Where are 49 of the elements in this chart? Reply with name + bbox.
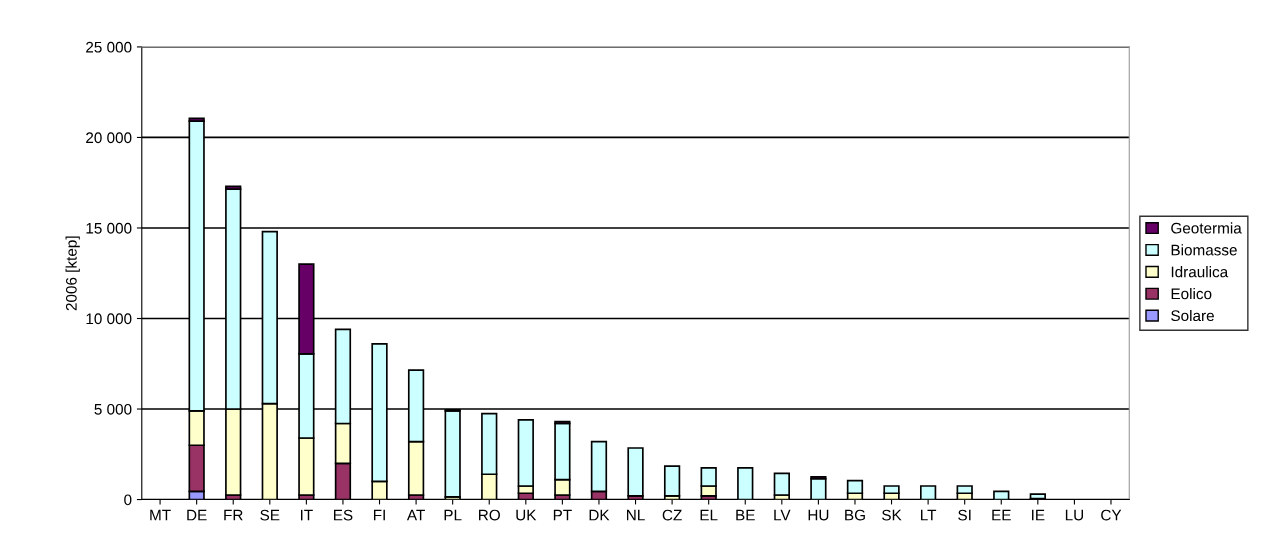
- x-tick-label: SE: [260, 509, 280, 521]
- x-tick-label: PL: [444, 509, 462, 521]
- x-tick-label: SI: [958, 509, 971, 521]
- y-tick-label: 10 000: [86, 313, 132, 325]
- legend-label: Eolico: [1171, 288, 1212, 300]
- x-tick-label: LU: [1065, 509, 1083, 521]
- bar: [810, 477, 827, 500]
- bar: [846, 479, 864, 495]
- bar: [919, 485, 937, 500]
- y-tick-label: 15 000: [86, 222, 132, 234]
- y-tick-label: 5 000: [94, 403, 132, 415]
- x-tick-label: LT: [921, 509, 937, 521]
- x-tick-label: HU: [808, 509, 829, 521]
- legend-label: Idraulica: [1171, 266, 1229, 278]
- x-tick-label: UK: [516, 509, 537, 521]
- y-tick-label: 20 000: [86, 132, 132, 144]
- x-tick-label: IE: [1032, 509, 1045, 521]
- bar: [444, 410, 461, 498]
- x-tick-label: CZ: [662, 509, 682, 521]
- x-tick-label: ES: [334, 509, 353, 521]
- legend-label: Biomasse: [1171, 244, 1237, 256]
- x-tick-label: IT: [300, 509, 313, 521]
- x-tick-label: FR: [224, 509, 243, 521]
- bar: [773, 472, 790, 496]
- x-tick-label: AT: [406, 509, 425, 521]
- bar: [956, 485, 973, 495]
- x-tick-label: EL: [700, 509, 718, 521]
- x-tick-label: PT: [553, 509, 572, 521]
- bar: [627, 447, 644, 497]
- x-tick-label: NL: [627, 509, 645, 521]
- x-tick-label: LV: [774, 509, 791, 521]
- x-tick-label: BE: [736, 509, 755, 521]
- y-tick-label: 0: [124, 494, 132, 506]
- bar: [883, 485, 900, 495]
- legend-label: Geotermia: [1171, 222, 1242, 234]
- x-tick-label: DE: [187, 509, 207, 521]
- y-axis-title: 2006 [ktep]: [65, 236, 80, 311]
- bar: [737, 467, 754, 500]
- x-tick-label: DK: [589, 509, 610, 521]
- x-tick-label: FI: [373, 509, 385, 521]
- x-tick-label: RO: [479, 509, 500, 521]
- bar: [663, 465, 681, 497]
- x-tick-label: MT: [150, 509, 171, 521]
- x-tick-label: EE: [992, 509, 1011, 521]
- x-tick-label: CY: [1101, 509, 1122, 521]
- x-tick-label: BG: [845, 509, 865, 521]
- x-tick-label: SK: [882, 509, 902, 521]
- legend-label: Solare: [1171, 309, 1214, 322]
- y-tick-label: 25 000: [86, 41, 132, 53]
